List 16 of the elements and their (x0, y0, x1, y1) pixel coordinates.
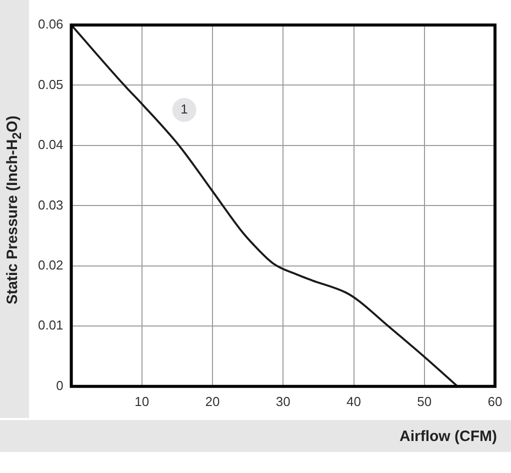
x-tick-label: 10 (134, 394, 150, 409)
line-series (71, 25, 459, 386)
x-axis-title: Airflow (CFM) (400, 428, 497, 445)
x-tick-label: 40 (346, 394, 361, 409)
x-tick-label: 30 (276, 394, 290, 409)
y-tick-label: 0.06 (38, 16, 64, 32)
y-tick-label: 0.02 (38, 258, 64, 273)
x-tick-label: 20 (205, 394, 220, 409)
y-tick-label: 0.04 (38, 137, 64, 152)
x-tick-label: 50 (417, 394, 432, 409)
y-tick-label: 0.03 (38, 197, 64, 212)
annotation: 1 (180, 102, 188, 117)
y-tick-label: 0 (56, 378, 64, 393)
x-tick-label: 60 (488, 394, 502, 409)
y-tick-label: 0.05 (38, 76, 64, 92)
y-tick-label: 0.01 (38, 318, 64, 333)
